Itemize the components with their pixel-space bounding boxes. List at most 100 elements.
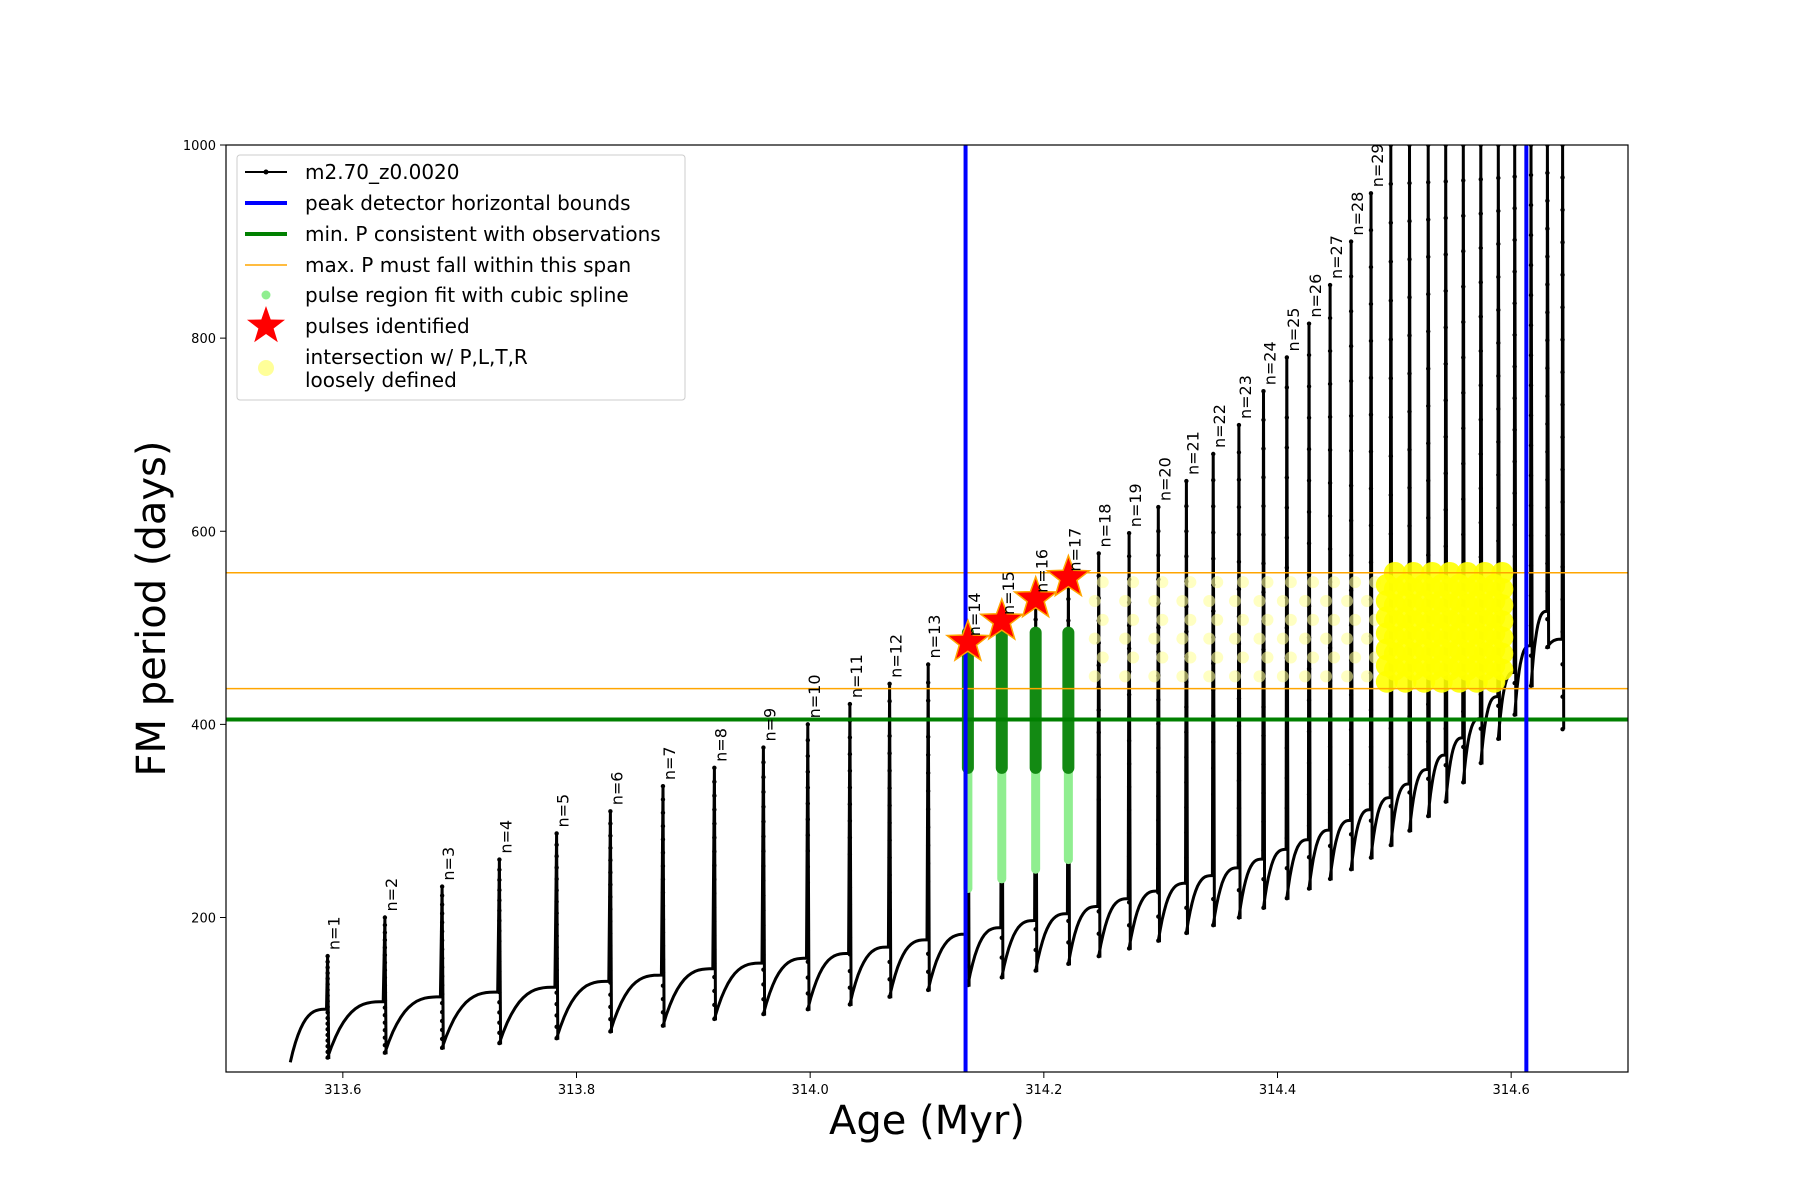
intersection-point — [1203, 670, 1216, 683]
series-point — [439, 1000, 445, 1006]
series-point — [761, 863, 766, 869]
series-point — [382, 930, 388, 935]
series-point — [325, 982, 330, 987]
series-point — [1033, 906, 1038, 911]
pulse-star — [978, 596, 1025, 641]
series-point — [554, 933, 559, 939]
series-point — [660, 917, 666, 922]
plot-area: n=1 n=2 n=3 n=4 n=5 n=6 n=7 n=8 n=9 n=10 n=11 n=12 n… — [226, 145, 1628, 1072]
series-point — [1512, 364, 1517, 369]
intersection-point — [1328, 613, 1341, 626]
series-point — [325, 1038, 330, 1043]
series-point — [1348, 762, 1354, 767]
series-point — [761, 923, 766, 928]
series-point — [1512, 396, 1517, 401]
series-point — [712, 807, 717, 812]
series-point — [925, 915, 931, 920]
series-point — [608, 906, 613, 912]
series-point — [1560, 337, 1565, 342]
series-point — [887, 907, 892, 912]
series-point — [1236, 778, 1242, 783]
intersection-point — [1176, 670, 1189, 683]
intersection-point — [1236, 651, 1249, 664]
series-point — [1443, 799, 1448, 804]
series-point — [1512, 712, 1517, 717]
x-axis-label: Age (Myr) — [829, 1098, 1025, 1144]
series-point — [439, 991, 445, 997]
series-point — [1545, 561, 1550, 566]
series-point — [847, 1002, 853, 1007]
series-point — [1528, 353, 1534, 358]
series-point — [608, 858, 613, 863]
series-point — [1284, 775, 1290, 781]
legend-label: peak detector horizontal bounds — [305, 191, 631, 215]
pulse-label: n=8 — [711, 728, 730, 762]
series-point — [497, 1020, 502, 1025]
series-point — [1236, 532, 1242, 537]
series-point — [1126, 807, 1132, 813]
series-point — [1407, 257, 1412, 262]
intersection-point — [1276, 670, 1289, 683]
series-point — [1426, 366, 1431, 371]
series-point — [1545, 421, 1550, 427]
series-point — [1560, 532, 1565, 537]
series-point — [1388, 181, 1394, 187]
series-point — [1545, 338, 1550, 343]
series-point — [554, 1013, 559, 1018]
series-point — [1512, 301, 1517, 306]
series-point — [1327, 381, 1333, 387]
series-point — [382, 990, 388, 995]
pulse-label: n=27 — [1327, 235, 1346, 279]
series-point — [554, 1024, 559, 1030]
series-point — [1033, 927, 1038, 932]
series-point — [1284, 445, 1290, 450]
series-point — [554, 876, 559, 882]
series-point — [439, 911, 445, 916]
series-point — [1560, 434, 1565, 440]
series-point — [1368, 523, 1374, 528]
series-point — [1528, 683, 1534, 688]
series-point — [761, 893, 766, 898]
y-tick-label: 600 — [191, 525, 216, 540]
series-point — [1348, 832, 1354, 837]
legend-box — [236, 154, 686, 401]
legend-swatch — [258, 360, 274, 376]
series-point — [1388, 337, 1394, 342]
series-point — [805, 927, 811, 933]
series-point — [1560, 467, 1565, 472]
series-point — [1306, 446, 1312, 452]
intersection-point — [1253, 670, 1266, 683]
series-point — [887, 803, 892, 808]
series-point — [925, 843, 931, 848]
series-point — [1284, 745, 1290, 751]
series-point — [1443, 252, 1448, 257]
series-point — [1407, 447, 1412, 452]
series-point — [1368, 818, 1374, 823]
pulse-spike — [439, 884, 445, 1051]
series-point — [1368, 560, 1374, 565]
series-point — [1284, 805, 1290, 811]
series-point — [554, 979, 559, 984]
series-point — [325, 993, 330, 998]
series-point — [1184, 529, 1189, 534]
intersection-point — [1299, 595, 1312, 608]
series-point — [660, 970, 666, 975]
series-point — [712, 988, 717, 994]
series-point — [439, 938, 445, 943]
series-point — [1388, 726, 1394, 731]
pulse-label: n=16 — [1033, 549, 1052, 593]
series-point — [497, 959, 502, 964]
series-point — [1327, 744, 1333, 750]
series-point — [1211, 556, 1216, 561]
series-point — [1236, 723, 1242, 729]
series-point — [805, 738, 811, 743]
legend-marker — [263, 169, 269, 175]
series-point — [1478, 726, 1483, 731]
series-point — [1426, 329, 1431, 334]
series-point — [1560, 402, 1565, 407]
series-point — [1545, 310, 1550, 315]
series-point — [1545, 449, 1550, 455]
intersection-point — [1320, 670, 1333, 683]
series-point — [1512, 269, 1517, 274]
